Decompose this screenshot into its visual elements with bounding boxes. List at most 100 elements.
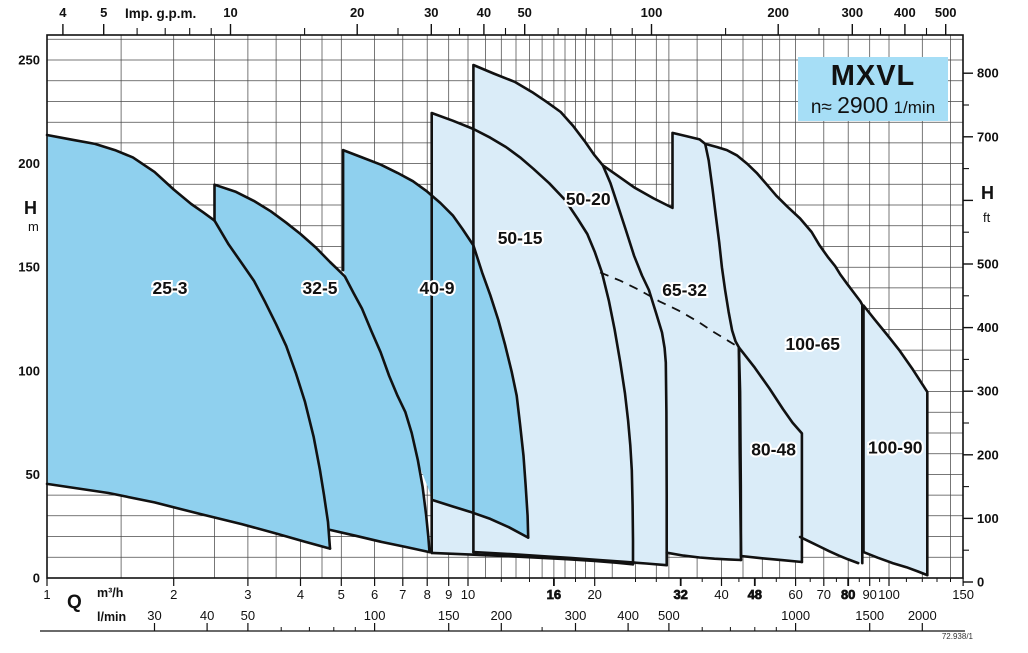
top-tick-label: 5 — [100, 5, 107, 20]
top-tick-label: 400 — [894, 5, 916, 20]
lmin-tick-label: 40 — [200, 608, 214, 623]
axis-ticks-and-numbers: 4 5 10 20 30 40 50 100 200 300 400 5000501001502002… — [18, 5, 999, 632]
envelope-curve-65-32 — [601, 131, 743, 562]
bottom-tick-label-m3h: 4 — [297, 587, 304, 602]
envelope-curve-32-5 — [213, 183, 431, 554]
envelope-fill-25-3 — [47, 135, 330, 549]
right-tick-label: 200 — [977, 447, 999, 462]
bottom-tick-label-m3h: 150 — [952, 587, 974, 602]
envelope-labels: 50-15 50-20 65-32 100-65 80-48 100-90 25-3 32-5… — [150, 187, 924, 462]
envelope-curves — [45, 63, 929, 577]
left-tick-label: 150 — [18, 260, 40, 275]
envelope-label-80-48: 80-48 — [751, 440, 796, 460]
bottom-tick-label-m3h: 40 — [714, 587, 728, 602]
lmin-tick-label: 30 — [147, 608, 161, 623]
envelope-bottom-curve-50-15 — [430, 551, 635, 566]
left-tick-label: 50 — [26, 467, 40, 482]
bottom-tick-label-m3h: 16 — [547, 587, 561, 602]
bottom-axis-title: Q — [67, 592, 82, 613]
pump-series-name: MXVL — [830, 60, 916, 92]
top-tick-label: 30 — [424, 5, 438, 20]
bottom-tick-label-m3h: 3 — [244, 587, 251, 602]
bottom-axis-unit-m3h: m³/h — [97, 586, 124, 600]
envelope-label-40-9: 40-9 — [419, 278, 454, 298]
envelope-bottom-curve-65-32 — [665, 551, 743, 562]
bottom-tick-label-m3h: 7 — [399, 587, 406, 602]
envelope-label-50-20: 50-20 — [566, 189, 611, 209]
lmin-tick-label: 400 — [617, 608, 639, 623]
speed-prefix: n≈ — [810, 97, 832, 118]
bottom-tick-label-m3h: 1 — [43, 587, 50, 602]
bottom-tick-label-m3h: 48 — [748, 587, 762, 602]
envelope-label-65-32: 65-32 — [662, 280, 707, 300]
top-tick-label: 4 — [59, 5, 67, 20]
right-axis-unit: ft — [983, 210, 991, 225]
left-tick-label: 100 — [18, 363, 40, 378]
envelope-fill-32-5 — [214, 184, 430, 553]
bottom-tick-label-m3h: 9 — [445, 587, 452, 602]
envelope-label-32-5: 32-5 — [302, 278, 337, 298]
left-tick-label: 0 — [33, 571, 40, 586]
envelope-label-100-90: 100-90 — [868, 438, 923, 458]
left-axis-unit: m — [28, 219, 39, 234]
right-axis-title: H — [981, 183, 994, 203]
left-tick-label: 200 — [18, 156, 40, 171]
top-tick-label: 40 — [477, 5, 491, 20]
bottom-tick-label-m3h: 2 — [170, 587, 177, 602]
right-tick-label: 400 — [977, 320, 999, 335]
lmin-tick-label: 100 — [364, 608, 386, 623]
bottom-tick-label-m3h: 32 — [673, 587, 687, 602]
dashed-limit-line — [599, 271, 740, 349]
envelope-bottom-curve-25-3 — [45, 482, 332, 550]
bottom-tick-label-m3h: 10 — [461, 587, 475, 602]
bottom-tick-label-m3h: 5 — [338, 587, 345, 602]
envelope-bottom-curve-40-9 — [431, 498, 530, 539]
envelope-curve-100-65 — [703, 142, 864, 565]
envelope-bottom-curve-100-90 — [862, 550, 929, 577]
lmin-tick-label: 300 — [565, 608, 587, 623]
envelope-label-25-3: 25-3 — [152, 278, 187, 298]
bottom-tick-label-m3h: 60 — [788, 587, 802, 602]
right-tick-label: 500 — [977, 257, 999, 272]
envelope-curve-50-15 — [430, 111, 635, 566]
envelope-curve-80-48 — [737, 346, 804, 564]
top-tick-label: 300 — [841, 5, 863, 20]
envelope-curve-100-90 — [862, 304, 929, 577]
envelope-bottom-curve-32-5 — [328, 528, 431, 554]
bottom-tick-label-m3h: 6 — [371, 587, 378, 602]
envelope-fill-100-90 — [863, 305, 928, 576]
envelope-label-50-15: 50-15 — [498, 228, 543, 248]
chart-title-box: MXVL n≈ 2900 1/min — [798, 57, 948, 121]
document-number: 72.938/1 — [941, 632, 973, 641]
lmin-tick-label: 1500 — [855, 608, 884, 623]
envelope-curve-40-9 — [341, 148, 530, 539]
bottom-tick-label-m3h: 70 — [817, 587, 831, 602]
right-tick-label: 0 — [977, 575, 984, 590]
top-tick-label: 20 — [350, 5, 364, 20]
pump-speed: n≈ 2900 1/min — [798, 93, 948, 120]
lmin-tick-label: 500 — [658, 608, 680, 623]
top-axis-title: Imp. g.p.m. — [125, 6, 197, 21]
envelope-label-100-65: 100-65 — [786, 334, 841, 354]
envelope-fill-100-65 — [705, 143, 863, 564]
bottom-tick-label-m3h: 8 — [424, 587, 431, 602]
left-tick-label: 250 — [18, 53, 40, 68]
speed-unit: 1/min — [893, 98, 936, 117]
envelope-bottom-curve-100-65 — [798, 535, 860, 565]
right-tick-label: 300 — [977, 384, 999, 399]
top-tick-label: 100 — [641, 5, 663, 20]
top-tick-label: 10 — [223, 5, 237, 20]
bottom-tick-label-m3h: 20 — [587, 587, 601, 602]
envelope-bottom-curve-50-20 — [472, 550, 668, 567]
lmin-tick-label: 2000 — [908, 608, 937, 623]
lmin-tick-label: 150 — [438, 608, 460, 623]
bottom-tick-label-m3h: 100 — [878, 587, 900, 602]
bottom-tick-label-m3h: 80 — [841, 587, 855, 602]
envelope-fill-40-9 — [343, 150, 529, 538]
top-tick-label: 500 — [935, 5, 957, 20]
bottom-axis-unit-lmin: l/min — [97, 610, 127, 624]
envelope-fill-65-32 — [602, 132, 741, 560]
lmin-tick-label: 50 — [241, 608, 255, 623]
